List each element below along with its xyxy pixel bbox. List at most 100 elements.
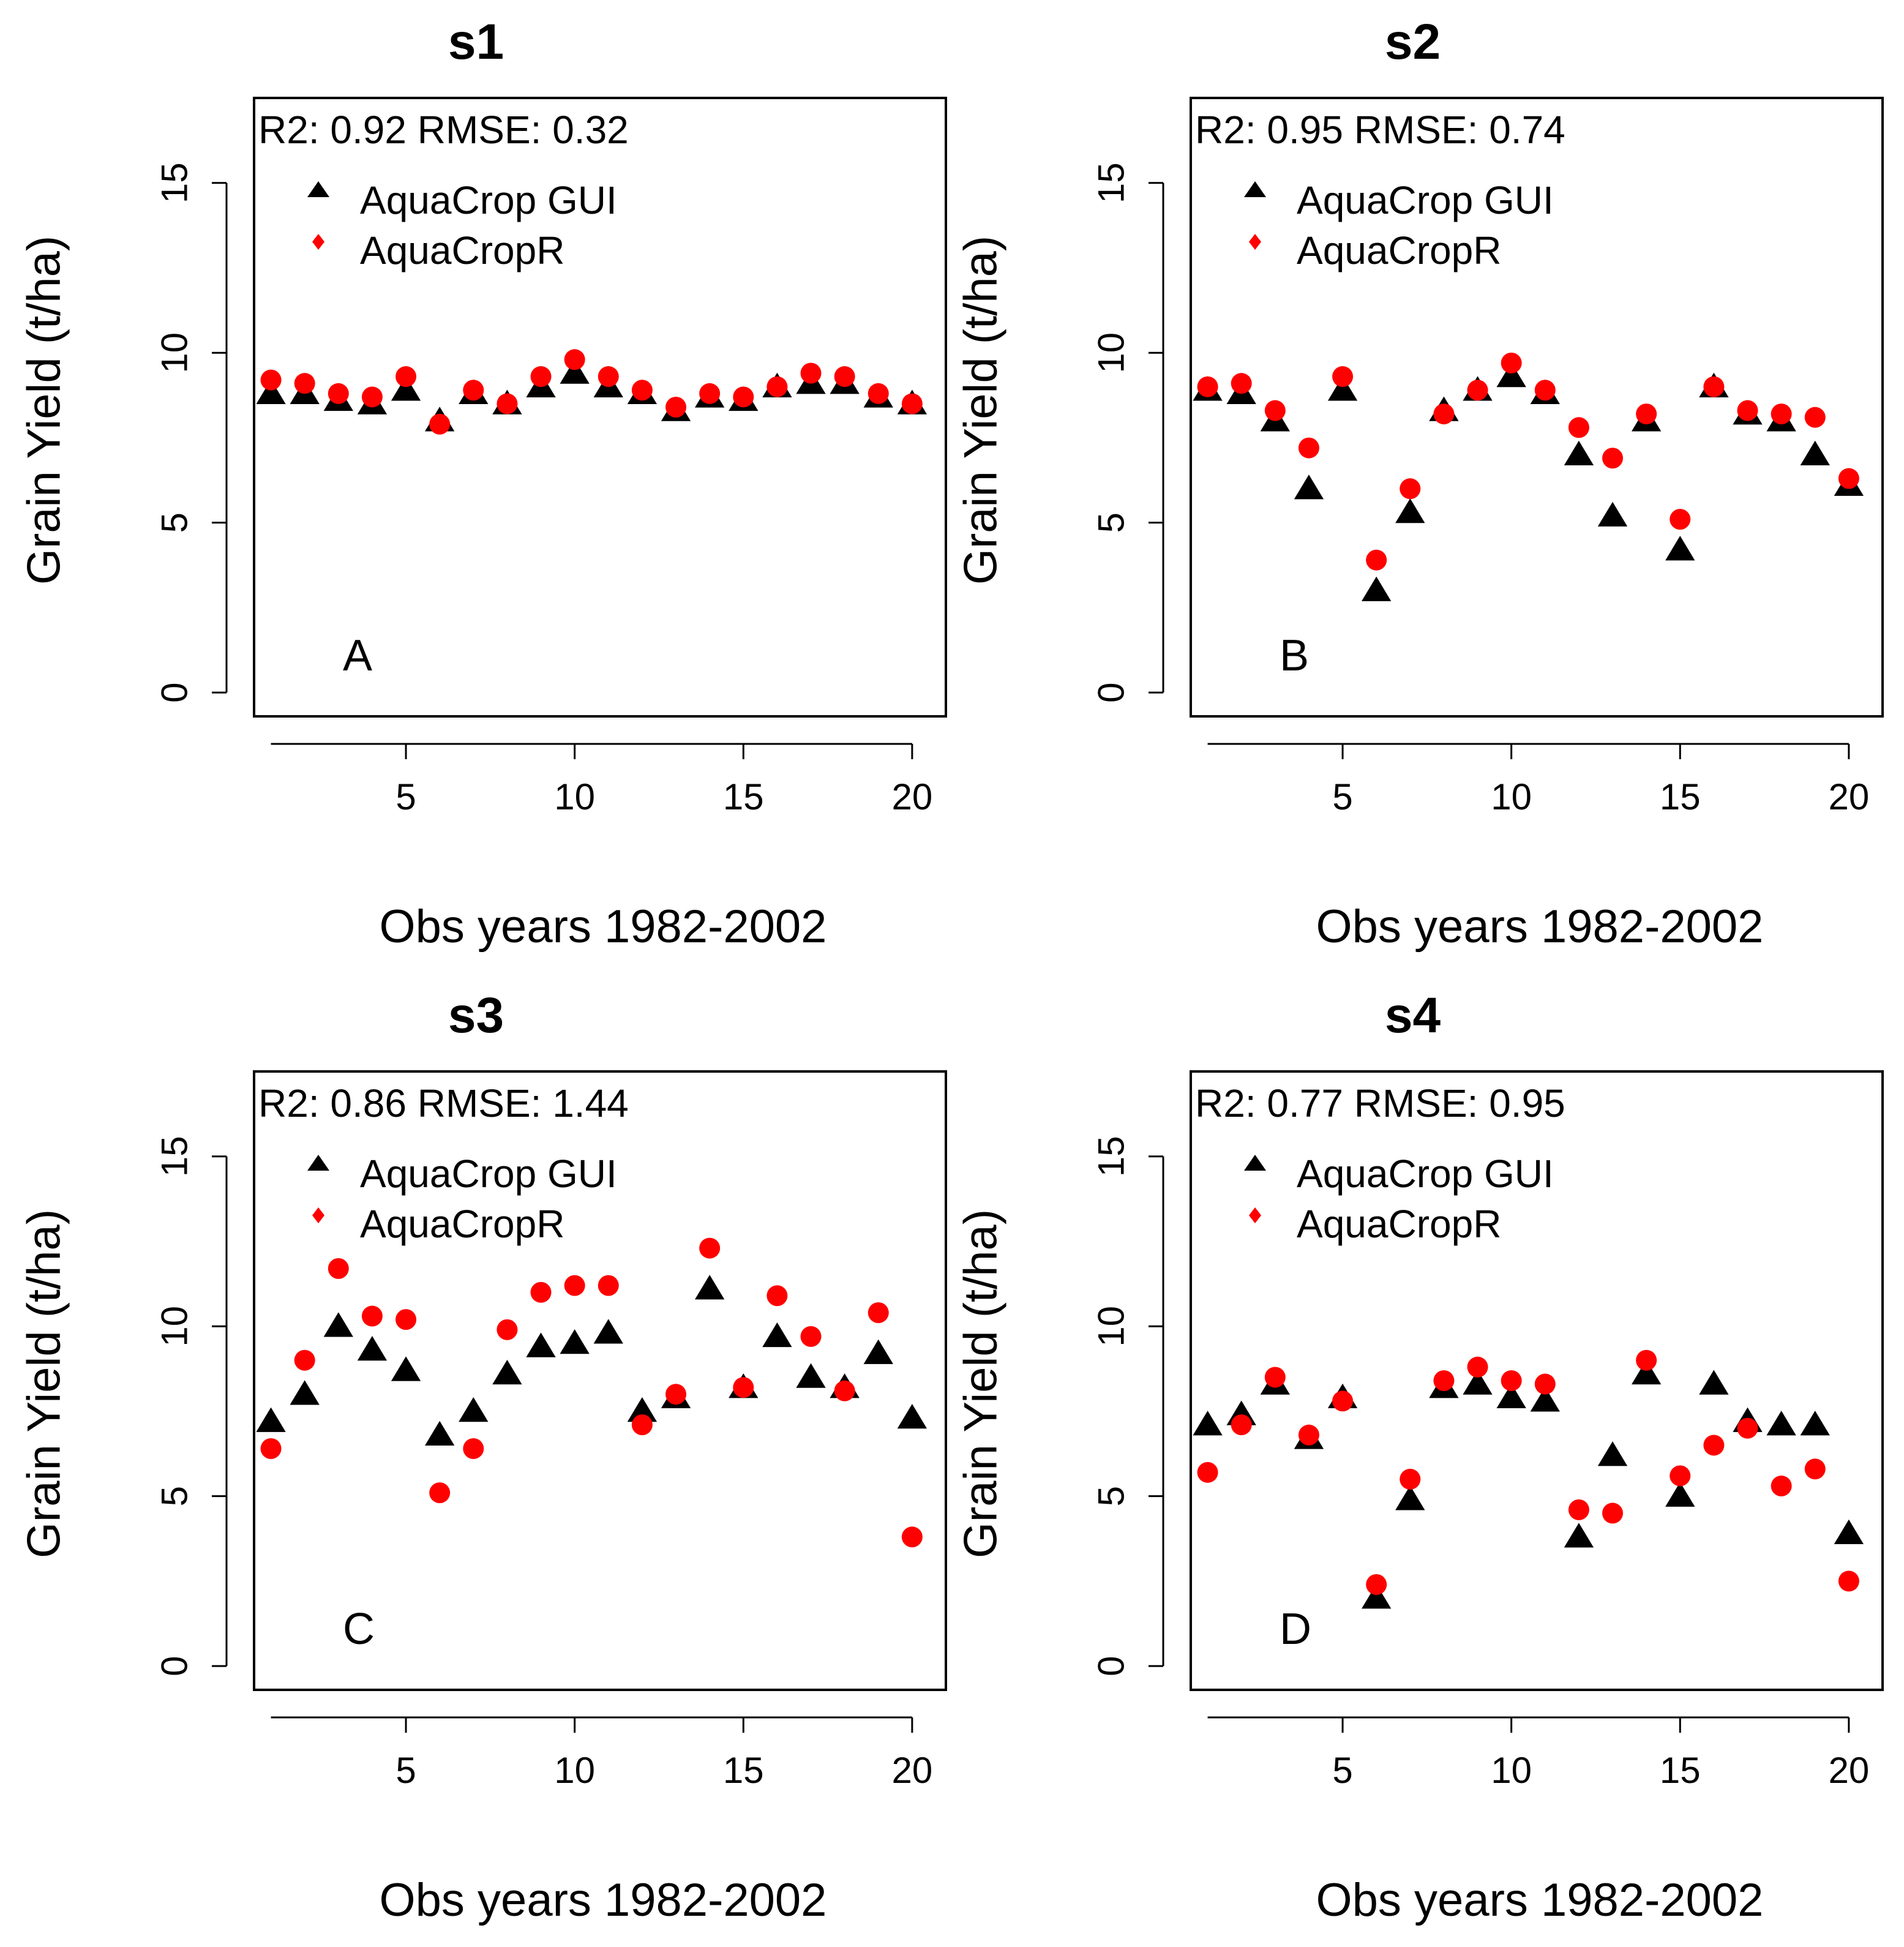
panel-s4: s4 Grain Yield (t/ha) Obs years 1982-200… (937, 974, 1889, 1947)
legend-label-r: AquaCropR (360, 228, 565, 272)
x-tick-label: 10 (554, 776, 595, 817)
panel-label: B (1280, 631, 1310, 680)
gui-point (1597, 501, 1628, 527)
gui-point (1800, 1411, 1830, 1436)
legend-diamond-icon (312, 234, 324, 250)
x-axis-label: Obs years 1982-2002 (1316, 901, 1764, 953)
gui-point (1530, 1387, 1560, 1412)
y-tick-label: 15 (1091, 162, 1132, 203)
gui-point (1362, 1584, 1392, 1609)
chart-title: s3 (448, 988, 504, 1043)
r-point (1838, 468, 1859, 489)
r-point (1332, 366, 1354, 388)
r-point (1602, 1502, 1624, 1524)
legend-triangle-icon (307, 181, 329, 197)
r-point (1771, 403, 1792, 425)
r-point (699, 1237, 721, 1259)
r-point (1534, 380, 1556, 401)
panel-s1: s1 Grain Yield (t/ha) Obs years 1982-200… (0, 0, 952, 974)
x-tick-label: 5 (1332, 776, 1352, 817)
r-point (1804, 407, 1826, 428)
stats-text: R2: 0.77 RMSE: 0.95 (1195, 1081, 1565, 1125)
r-point (294, 373, 315, 394)
r-point (361, 1305, 383, 1327)
r-point (733, 386, 754, 408)
r-point (901, 393, 923, 415)
r-point (699, 383, 721, 404)
gui-point (492, 1359, 522, 1385)
r-point (1703, 376, 1725, 397)
r-point (1400, 478, 1421, 500)
x-tick-label: 15 (723, 776, 764, 817)
r-point (429, 413, 451, 435)
y-tick-label: 15 (1091, 1136, 1132, 1177)
r-point (1602, 448, 1624, 469)
gui-point (459, 1397, 489, 1422)
x-tick-label: 20 (892, 1750, 933, 1791)
gui-point (1463, 1370, 1493, 1395)
y-tick-label: 10 (1091, 332, 1132, 373)
gui-point (1800, 440, 1830, 465)
r-point (463, 380, 484, 401)
gui-point (1597, 1441, 1628, 1466)
r-point (1332, 1390, 1354, 1412)
y-tick-label: 0 (1091, 1656, 1132, 1676)
gui-point (1496, 1383, 1526, 1408)
r-point (598, 366, 619, 388)
plot-area-s4: 0 5 10 15 5 10 15 20 (1091, 1070, 1884, 1791)
x-tick-label: 15 (723, 1750, 764, 1791)
x-tick-label: 20 (1829, 1750, 1870, 1791)
r-point (1231, 373, 1252, 394)
gui-point (1766, 1411, 1796, 1436)
gui-point (1362, 576, 1392, 601)
gui-point (1699, 1370, 1729, 1395)
r-point (1568, 1499, 1589, 1520)
gui-point (863, 1339, 893, 1364)
plot-frame (253, 1070, 947, 1691)
r-point (463, 1438, 484, 1459)
r-point (260, 1438, 282, 1459)
gui-point (1327, 376, 1358, 401)
gui-point (323, 1312, 353, 1337)
stats-text: R2: 0.86 RMSE: 1.44 (258, 1081, 629, 1125)
gui-point (290, 1380, 320, 1405)
chart-title: s2 (1384, 14, 1441, 70)
r-point (631, 1414, 653, 1436)
gui-point (593, 1319, 623, 1344)
x-axis-label: Obs years 1982-2002 (379, 901, 827, 953)
r-point (868, 1302, 889, 1324)
x-tick-label: 10 (1491, 1750, 1532, 1791)
gui-point (1834, 1519, 1864, 1544)
y-tick-label: 10 (154, 1306, 195, 1347)
gui-point (526, 1332, 556, 1357)
legend-label-r: AquaCropR (1297, 1202, 1502, 1246)
r-point (1231, 1414, 1252, 1436)
r-point (497, 1319, 518, 1340)
gui-point (1395, 498, 1425, 523)
r-point (361, 386, 383, 408)
gui-point (1496, 362, 1526, 388)
r-point (395, 366, 417, 388)
r-point (1670, 509, 1691, 530)
gui-point (256, 1407, 286, 1432)
gui-point (1294, 475, 1324, 500)
r-point (260, 369, 282, 391)
r-point (1197, 1461, 1218, 1483)
x-axis-label: Obs years 1982-2002 (1316, 1874, 1764, 1926)
r-point (1636, 403, 1657, 425)
r-point (665, 397, 687, 418)
r-point (1433, 403, 1455, 425)
r-point (1534, 1373, 1556, 1395)
r-point (1636, 1349, 1657, 1371)
panel-label: C (343, 1605, 375, 1654)
gui-point (560, 359, 590, 384)
y-tick-label: 10 (154, 332, 195, 373)
r-point (1838, 1570, 1859, 1592)
r-point (800, 1326, 822, 1347)
gui-point (1665, 1482, 1695, 1507)
chart-title: s4 (1384, 988, 1441, 1043)
gui-point (425, 1420, 455, 1446)
r-point (834, 366, 855, 388)
gui-point (1665, 536, 1695, 561)
r-point (766, 376, 788, 397)
